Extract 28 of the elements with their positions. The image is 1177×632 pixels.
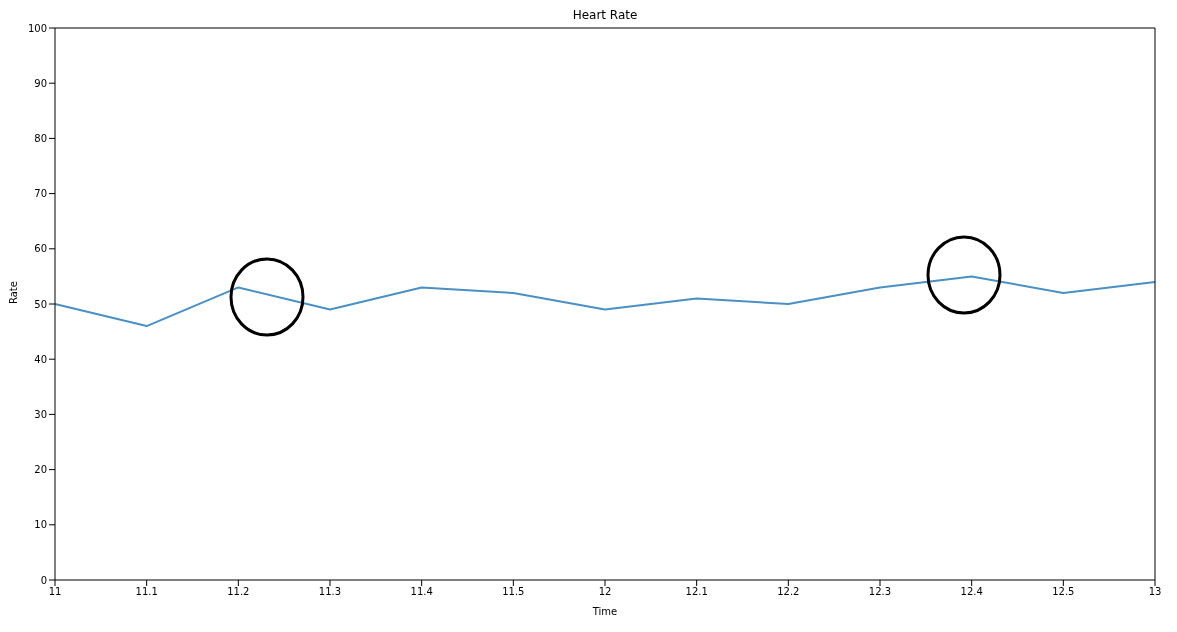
x-tick-label: 11.3 (318, 586, 342, 598)
y-tick-label: 70 (34, 188, 47, 200)
y-tick-label: 30 (34, 408, 47, 420)
y-tick-label: 80 (34, 132, 47, 144)
y-tick-label: 50 (34, 298, 47, 310)
x-tick-label: 13 (1148, 586, 1162, 598)
y-tick-label: 60 (34, 243, 47, 255)
y-axis-title: Rate (7, 281, 19, 304)
x-tick-label: 12.3 (868, 586, 892, 598)
x-tick-label: 11.2 (227, 586, 250, 598)
x-tick-label: 11.1 (135, 586, 158, 598)
y-tick-label: 100 (27, 22, 47, 34)
y-tick-label: 0 (40, 574, 47, 586)
x-tick-label: 12 (598, 586, 612, 598)
x-tick-label: 11.4 (410, 586, 433, 598)
x-tick-label: 11 (48, 586, 62, 598)
line-series (54, 275, 1156, 328)
x-axis-title: Time (591, 606, 618, 617)
y-tick-label: 10 (34, 519, 47, 531)
x-tick-label: 12.2 (777, 586, 800, 598)
x-tick-label: 12.1 (685, 586, 708, 598)
y-tick-label: 20 (34, 464, 47, 476)
y-tick-label: 90 (34, 77, 47, 89)
x-tick-label: 12.5 (1052, 586, 1075, 598)
chart-title: Heart Rate (571, 8, 639, 22)
y-tick-label: 40 (34, 353, 47, 365)
x-tick-label: 12.4 (960, 586, 983, 598)
x-tick-label: 11.5 (502, 586, 525, 598)
